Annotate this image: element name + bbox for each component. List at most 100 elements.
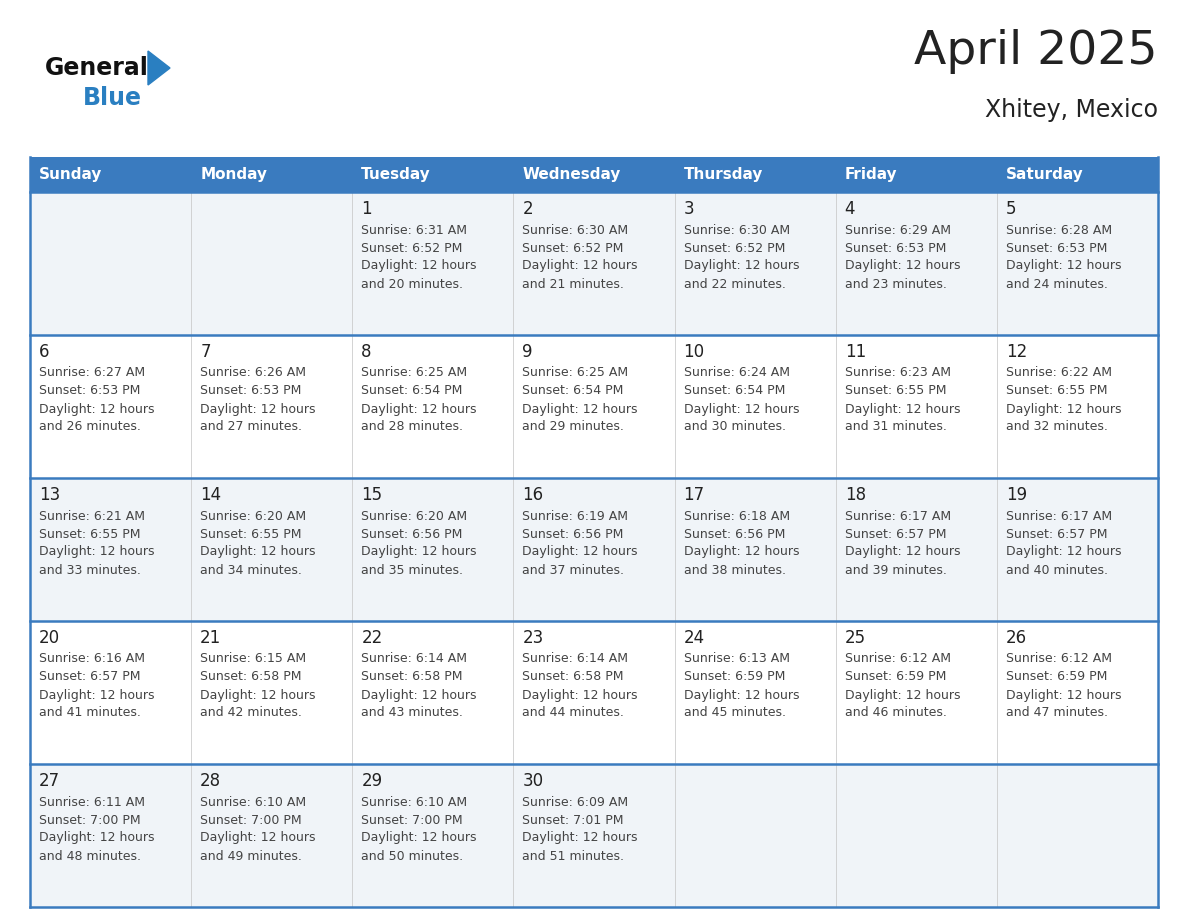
Text: and 24 minutes.: and 24 minutes.: [1006, 277, 1107, 290]
Text: Daylight: 12 hours: Daylight: 12 hours: [845, 402, 960, 416]
Text: Daylight: 12 hours: Daylight: 12 hours: [845, 688, 960, 701]
Text: Sunset: 6:58 PM: Sunset: 6:58 PM: [523, 670, 624, 684]
Text: Sunday: Sunday: [39, 167, 102, 182]
Text: and 23 minutes.: and 23 minutes.: [845, 277, 947, 290]
Text: Sunset: 6:53 PM: Sunset: 6:53 PM: [1006, 241, 1107, 254]
Text: 7: 7: [200, 343, 210, 361]
Text: 5: 5: [1006, 200, 1017, 218]
Bar: [30, 478, 1158, 621]
Text: Sunset: 6:57 PM: Sunset: 6:57 PM: [39, 670, 140, 684]
Text: Sunset: 6:54 PM: Sunset: 6:54 PM: [523, 385, 624, 397]
Text: Thursday: Thursday: [683, 167, 763, 182]
Text: Daylight: 12 hours: Daylight: 12 hours: [683, 545, 800, 558]
Text: and 26 minutes.: and 26 minutes.: [39, 420, 141, 433]
Text: 3: 3: [683, 200, 694, 218]
Text: 29: 29: [361, 772, 383, 790]
Text: Sunset: 6:54 PM: Sunset: 6:54 PM: [361, 385, 462, 397]
Text: Sunrise: 6:23 AM: Sunrise: 6:23 AM: [845, 366, 950, 379]
Text: Sunrise: 6:30 AM: Sunrise: 6:30 AM: [683, 223, 790, 237]
Bar: [30, 192, 1158, 335]
Text: Sunset: 6:55 PM: Sunset: 6:55 PM: [39, 528, 140, 541]
Text: 26: 26: [1006, 629, 1026, 647]
Text: and 37 minutes.: and 37 minutes.: [523, 564, 625, 577]
Text: Daylight: 12 hours: Daylight: 12 hours: [39, 688, 154, 701]
Text: and 32 minutes.: and 32 minutes.: [1006, 420, 1107, 433]
Text: Sunrise: 6:17 AM: Sunrise: 6:17 AM: [1006, 509, 1112, 522]
Text: Sunrise: 6:11 AM: Sunrise: 6:11 AM: [39, 796, 145, 809]
Text: Friday: Friday: [845, 167, 897, 182]
Bar: [30, 157, 1158, 192]
Text: Daylight: 12 hours: Daylight: 12 hours: [845, 260, 960, 273]
Text: 27: 27: [39, 772, 61, 790]
Text: 17: 17: [683, 486, 704, 504]
Text: Sunrise: 6:19 AM: Sunrise: 6:19 AM: [523, 509, 628, 522]
Text: Sunrise: 6:20 AM: Sunrise: 6:20 AM: [200, 509, 307, 522]
Text: Daylight: 12 hours: Daylight: 12 hours: [523, 688, 638, 701]
Text: Sunrise: 6:29 AM: Sunrise: 6:29 AM: [845, 223, 950, 237]
Text: and 46 minutes.: and 46 minutes.: [845, 707, 947, 720]
Text: 21: 21: [200, 629, 221, 647]
Text: Daylight: 12 hours: Daylight: 12 hours: [523, 260, 638, 273]
Text: and 40 minutes.: and 40 minutes.: [1006, 564, 1108, 577]
Text: Daylight: 12 hours: Daylight: 12 hours: [1006, 402, 1121, 416]
Text: 23: 23: [523, 629, 544, 647]
Text: and 22 minutes.: and 22 minutes.: [683, 277, 785, 290]
Text: Daylight: 12 hours: Daylight: 12 hours: [361, 688, 476, 701]
Text: 8: 8: [361, 343, 372, 361]
Text: and 33 minutes.: and 33 minutes.: [39, 564, 141, 577]
Text: Sunrise: 6:26 AM: Sunrise: 6:26 AM: [200, 366, 307, 379]
Text: and 28 minutes.: and 28 minutes.: [361, 420, 463, 433]
Text: Sunset: 7:00 PM: Sunset: 7:00 PM: [39, 813, 140, 826]
Text: 2: 2: [523, 200, 533, 218]
Text: and 48 minutes.: and 48 minutes.: [39, 849, 141, 863]
Text: Sunrise: 6:25 AM: Sunrise: 6:25 AM: [361, 366, 467, 379]
Text: Sunset: 6:59 PM: Sunset: 6:59 PM: [683, 670, 785, 684]
Text: Sunrise: 6:30 AM: Sunrise: 6:30 AM: [523, 223, 628, 237]
Text: and 49 minutes.: and 49 minutes.: [200, 849, 302, 863]
Text: Sunset: 6:57 PM: Sunset: 6:57 PM: [1006, 528, 1107, 541]
Text: Sunrise: 6:12 AM: Sunrise: 6:12 AM: [1006, 653, 1112, 666]
Text: Sunset: 6:55 PM: Sunset: 6:55 PM: [845, 385, 946, 397]
Text: Sunrise: 6:18 AM: Sunrise: 6:18 AM: [683, 509, 790, 522]
Text: and 27 minutes.: and 27 minutes.: [200, 420, 302, 433]
Text: Sunset: 6:54 PM: Sunset: 6:54 PM: [683, 385, 785, 397]
Text: Daylight: 12 hours: Daylight: 12 hours: [523, 545, 638, 558]
Text: and 34 minutes.: and 34 minutes.: [200, 564, 302, 577]
Text: Sunrise: 6:28 AM: Sunrise: 6:28 AM: [1006, 223, 1112, 237]
Text: Sunrise: 6:24 AM: Sunrise: 6:24 AM: [683, 366, 790, 379]
Text: Sunset: 6:56 PM: Sunset: 6:56 PM: [683, 528, 785, 541]
Text: Sunset: 6:59 PM: Sunset: 6:59 PM: [845, 670, 946, 684]
Text: and 30 minutes.: and 30 minutes.: [683, 420, 785, 433]
Text: and 39 minutes.: and 39 minutes.: [845, 564, 947, 577]
Text: Daylight: 12 hours: Daylight: 12 hours: [39, 832, 154, 845]
Text: Sunset: 6:56 PM: Sunset: 6:56 PM: [361, 528, 462, 541]
Text: 24: 24: [683, 629, 704, 647]
Text: 12: 12: [1006, 343, 1028, 361]
Text: 4: 4: [845, 200, 855, 218]
Text: Daylight: 12 hours: Daylight: 12 hours: [523, 402, 638, 416]
Text: Sunset: 7:00 PM: Sunset: 7:00 PM: [200, 813, 302, 826]
Text: 22: 22: [361, 629, 383, 647]
Text: 13: 13: [39, 486, 61, 504]
Text: April 2025: April 2025: [915, 29, 1158, 74]
Text: Daylight: 12 hours: Daylight: 12 hours: [845, 545, 960, 558]
Text: and 20 minutes.: and 20 minutes.: [361, 277, 463, 290]
Text: Blue: Blue: [83, 86, 143, 110]
Text: 14: 14: [200, 486, 221, 504]
Text: Daylight: 12 hours: Daylight: 12 hours: [683, 402, 800, 416]
Text: Sunset: 6:52 PM: Sunset: 6:52 PM: [523, 241, 624, 254]
Text: and 43 minutes.: and 43 minutes.: [361, 707, 463, 720]
Text: and 51 minutes.: and 51 minutes.: [523, 849, 625, 863]
Text: Sunrise: 6:14 AM: Sunrise: 6:14 AM: [523, 653, 628, 666]
Text: 15: 15: [361, 486, 383, 504]
Text: Saturday: Saturday: [1006, 167, 1083, 182]
Text: and 21 minutes.: and 21 minutes.: [523, 277, 625, 290]
Text: Daylight: 12 hours: Daylight: 12 hours: [683, 688, 800, 701]
Bar: [30, 621, 1158, 764]
Text: 30: 30: [523, 772, 544, 790]
Text: Sunrise: 6:09 AM: Sunrise: 6:09 AM: [523, 796, 628, 809]
Text: and 31 minutes.: and 31 minutes.: [845, 420, 947, 433]
Text: 20: 20: [39, 629, 61, 647]
Text: 18: 18: [845, 486, 866, 504]
Text: 10: 10: [683, 343, 704, 361]
